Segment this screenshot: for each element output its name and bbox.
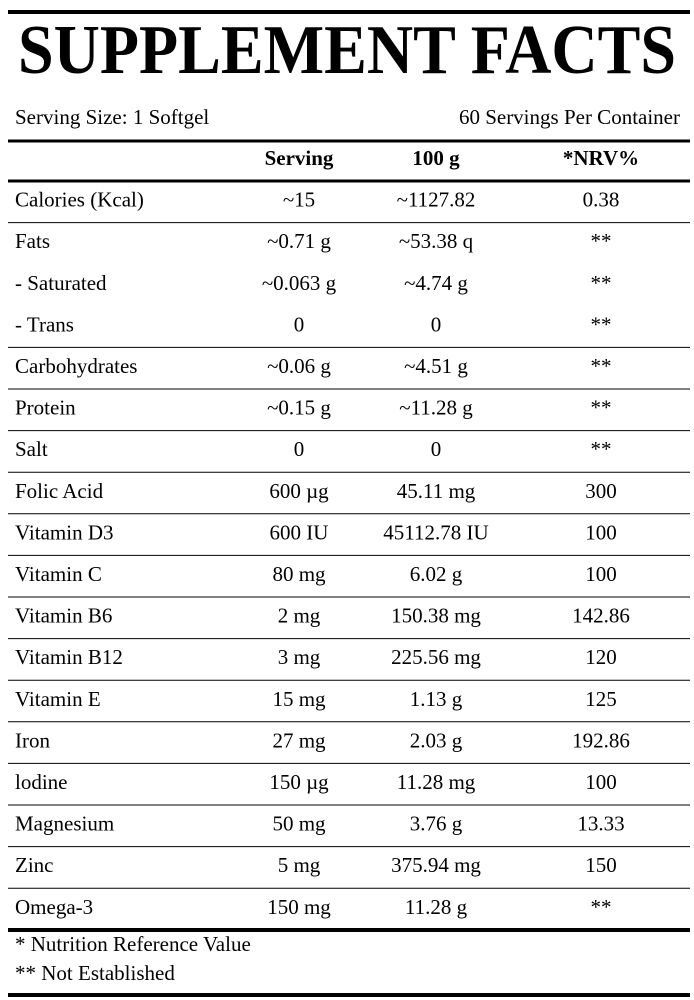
cell: 5 mg	[278, 853, 321, 877]
cell: 150 µg	[269, 770, 329, 794]
cell: **	[591, 354, 612, 378]
cell: ~1127.82	[397, 188, 476, 212]
cell: 100	[585, 770, 617, 794]
cell: 150	[585, 853, 617, 877]
cell: 50 mg	[272, 812, 326, 836]
cell: ~11.28 g	[399, 396, 473, 420]
cell: 13.33	[577, 812, 624, 836]
servings-per-container: 60 Servings Per Container	[459, 105, 680, 129]
column-header: Serving	[265, 146, 334, 170]
cell: 0	[431, 437, 442, 461]
column-header: 100 g	[412, 146, 460, 170]
cell: 142.86	[572, 604, 630, 628]
nutrient-name: Vitamin C	[15, 562, 102, 586]
cell: 100	[585, 520, 617, 544]
cell: 15 mg	[272, 687, 326, 711]
cell: ~53.38 q	[399, 229, 474, 253]
nutrient-name: Folic Acid	[15, 479, 104, 503]
cell: 375.94 mg	[391, 853, 481, 877]
nutrient-name: Iron	[15, 728, 50, 752]
cell: 3.76 g	[410, 812, 463, 836]
cell: 6.02 g	[410, 562, 463, 586]
cell: ~4.51 g	[404, 354, 468, 378]
footnote: ** Not Established	[15, 961, 175, 985]
cell: 0	[431, 312, 442, 336]
footnote: * Nutrition Reference Value	[15, 932, 251, 956]
cell: 600 IU	[270, 520, 329, 544]
cell: 0.38	[583, 188, 620, 212]
cell: 2 mg	[278, 604, 321, 628]
cell: 11.28 mg	[397, 770, 476, 794]
nutrient-name: Omega-3	[15, 895, 93, 919]
cell: 100	[585, 562, 617, 586]
serving-size: Serving Size: 1 Softgel	[15, 105, 209, 129]
cell: ~15	[283, 188, 315, 212]
nutrient-name: Magnesium	[15, 812, 114, 836]
cell: **	[591, 396, 612, 420]
cell: 300	[585, 479, 617, 503]
cell: ~0.063 g	[262, 271, 337, 295]
cell: ~0.71 g	[267, 229, 331, 253]
cell: 0	[294, 437, 305, 461]
nutrient-name: Calories (Kcal)	[15, 188, 144, 212]
cell: ~4.74 g	[404, 271, 468, 295]
cell: **	[591, 895, 612, 919]
cell: 225.56 mg	[391, 645, 481, 669]
cell: 2.03 g	[410, 728, 463, 752]
cell: 192.86	[572, 728, 630, 752]
cell: ~0.06 g	[267, 354, 331, 378]
nutrient-name: - Trans	[15, 312, 74, 336]
cell: ~0.15 g	[267, 396, 331, 420]
nutrient-name: Carbohydrates	[15, 354, 137, 378]
cell: 0	[294, 312, 305, 336]
cell: 600 µg	[269, 479, 329, 503]
nutrient-name: Salt	[15, 437, 48, 461]
title: SUPPLEMENT FACTS	[18, 12, 676, 89]
cell: 27 mg	[272, 728, 326, 752]
cell: 125	[585, 687, 617, 711]
cell: 45.11 mg	[397, 479, 476, 503]
cell: **	[591, 437, 612, 461]
cell: 1.13 g	[410, 687, 463, 711]
cell: 45112.78 IU	[383, 520, 488, 544]
nutrient-name: Zinc	[15, 853, 53, 877]
cell: **	[591, 271, 612, 295]
cell: 3 mg	[278, 645, 321, 669]
nutrient-name: Vitamin D3	[15, 520, 113, 544]
cell: 150 mg	[267, 895, 331, 919]
nutrient-name: Vitamin B6	[15, 604, 112, 628]
column-header: *NRV%	[563, 146, 639, 170]
nutrient-name: lodine	[15, 770, 68, 794]
nutrient-name: Vitamin E	[15, 687, 101, 711]
cell: 150.38 mg	[391, 604, 481, 628]
cell: 120	[585, 645, 617, 669]
nutrient-name: - Saturated	[15, 271, 107, 295]
cell: 80 mg	[272, 562, 326, 586]
nutrient-name: Protein	[15, 396, 76, 420]
cell: **	[591, 229, 612, 253]
nutrient-name: Vitamin B12	[15, 645, 123, 669]
nutrient-name: Fats	[15, 229, 50, 253]
cell: **	[591, 312, 612, 336]
cell: 11.28 g	[405, 895, 468, 919]
